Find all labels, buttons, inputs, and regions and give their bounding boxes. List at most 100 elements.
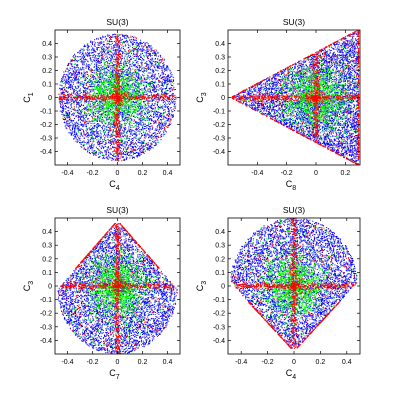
scatter-point xyxy=(90,76,92,78)
scatter-point xyxy=(120,39,122,41)
scatter-point xyxy=(139,66,141,68)
scatter-point xyxy=(134,116,136,118)
scatter-point xyxy=(78,79,80,81)
scatter-point xyxy=(158,66,160,68)
scatter-point xyxy=(88,151,90,153)
scatter-point xyxy=(95,63,97,65)
scatter-point xyxy=(100,132,102,134)
scatter-point xyxy=(159,68,161,70)
scatter-point xyxy=(94,49,96,51)
scatter-point xyxy=(135,138,137,140)
scatter-point xyxy=(60,89,62,91)
scatter-point xyxy=(160,100,162,102)
scatter-point xyxy=(136,80,138,82)
scatter-point xyxy=(115,34,117,36)
scatter-point xyxy=(101,55,103,57)
scatter-point xyxy=(154,141,156,143)
scatter-point xyxy=(141,118,143,120)
scatter-point xyxy=(126,131,128,133)
scatter-point xyxy=(66,122,68,124)
scatter-point xyxy=(87,106,89,108)
scatter-point xyxy=(117,93,119,95)
scatter-point xyxy=(138,69,140,71)
scatter-point xyxy=(122,152,124,154)
scatter-point xyxy=(114,46,116,48)
scatter-point xyxy=(89,80,91,82)
scatter-point xyxy=(141,128,143,130)
scatter-point xyxy=(118,86,120,88)
scatter-point xyxy=(112,36,114,38)
scatter-point xyxy=(74,74,76,76)
scatter-point xyxy=(142,98,144,100)
scatter-point xyxy=(105,145,107,147)
scatter-point xyxy=(159,81,161,83)
scatter-point xyxy=(72,129,74,131)
scatter-point xyxy=(123,34,125,36)
scatter-point xyxy=(127,116,129,118)
scatter-point xyxy=(158,114,160,116)
scatter-point xyxy=(104,36,106,38)
scatter-point xyxy=(166,67,167,69)
scatter-point xyxy=(107,146,109,148)
scatter-point xyxy=(93,50,95,52)
scatter-point xyxy=(111,157,113,159)
scatter-point xyxy=(86,76,88,78)
scatter-point xyxy=(143,41,145,43)
scatter-point xyxy=(141,60,143,62)
scatter-point xyxy=(93,120,95,122)
scatter-point xyxy=(98,125,100,127)
scatter-point xyxy=(156,125,158,127)
scatter-point xyxy=(133,38,135,40)
scatter-point xyxy=(128,63,130,65)
scatter-point xyxy=(78,126,80,128)
scatter-point xyxy=(94,116,96,118)
scatter-point xyxy=(77,78,79,80)
scatter-point xyxy=(164,79,166,81)
scatter-point xyxy=(134,53,136,55)
scatter-point xyxy=(90,52,92,54)
scatter-point xyxy=(77,56,79,58)
scatter-point xyxy=(118,140,120,142)
scatter-point xyxy=(109,111,111,113)
scatter-point xyxy=(115,64,117,66)
scatter-point xyxy=(112,151,114,153)
scatter-point xyxy=(106,118,108,120)
scatter-point xyxy=(144,67,146,69)
scatter-point xyxy=(102,113,104,115)
scatter-point xyxy=(62,75,64,77)
scatter-point xyxy=(113,69,115,71)
scatter-point xyxy=(100,109,102,111)
scatter-point xyxy=(165,79,167,81)
scatter-point xyxy=(123,134,125,136)
scatter-point xyxy=(153,136,155,138)
scatter-point xyxy=(111,72,113,74)
scatter-point xyxy=(109,116,111,118)
scatter-point xyxy=(171,81,173,83)
scatter-point xyxy=(130,64,132,66)
scatter-point xyxy=(106,133,108,135)
scatter-point xyxy=(68,77,70,79)
scatter-point xyxy=(60,98,62,100)
scatter-point xyxy=(89,100,91,102)
scatter-point xyxy=(171,100,173,102)
scatter-point xyxy=(101,53,103,55)
scatter-point xyxy=(131,141,133,143)
scatter-point xyxy=(158,81,160,83)
scatter-point xyxy=(77,140,79,142)
scatter-point xyxy=(82,129,84,131)
scatter-point xyxy=(111,134,113,136)
scatter-point xyxy=(160,77,162,79)
scatter-point xyxy=(148,122,150,124)
scatter-point xyxy=(118,48,120,50)
scatter-point xyxy=(150,65,152,67)
scatter-point xyxy=(105,142,107,143)
scatter-point xyxy=(86,128,88,130)
scatter-point xyxy=(103,90,105,92)
scatter-point xyxy=(129,157,131,159)
scatter-point xyxy=(102,44,104,46)
scatter-point xyxy=(144,125,146,127)
scatter-point xyxy=(166,70,168,72)
scatter-point xyxy=(125,34,127,36)
scatter-point xyxy=(133,43,135,45)
scatter-point xyxy=(91,149,93,151)
